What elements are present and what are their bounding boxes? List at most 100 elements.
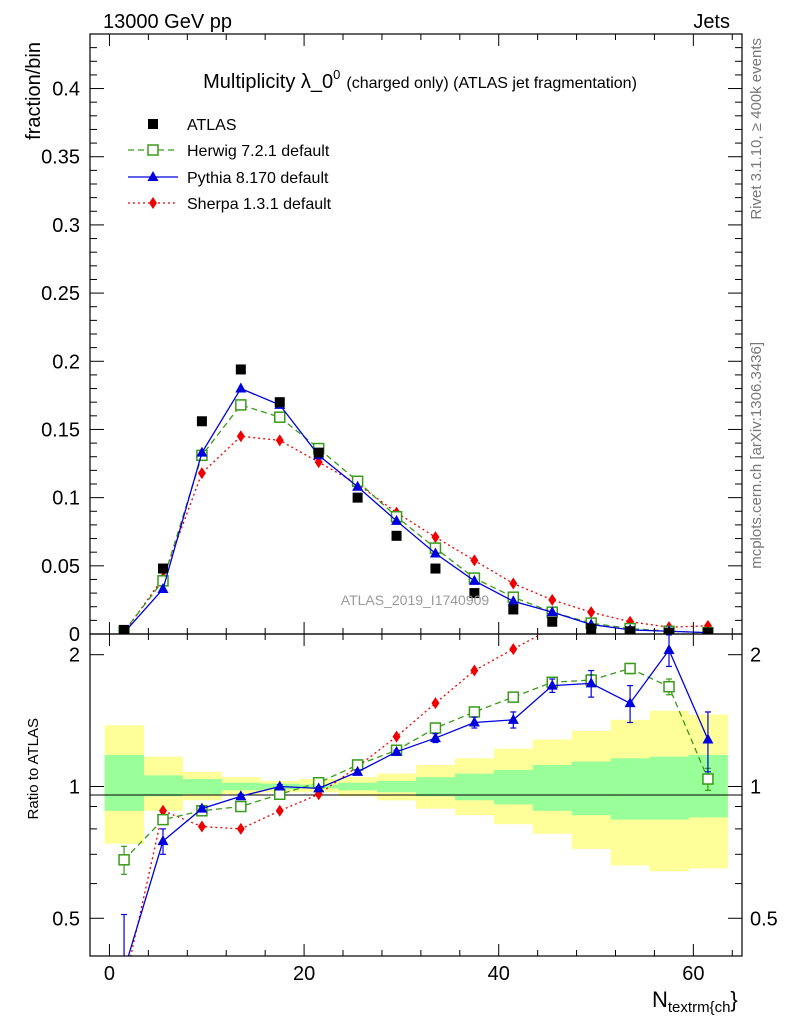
ratio-data-point (352, 765, 364, 776)
y-tick-label: 0.2 (52, 351, 80, 373)
series-line (123, 387, 708, 634)
ratio-data-point (391, 745, 403, 756)
ratio-data-point (157, 835, 169, 846)
ratio-series-line (130, 634, 543, 956)
ratio-data-point (470, 664, 479, 677)
data-point (196, 416, 207, 427)
ratio-plot-frame (89, 633, 743, 957)
band-inner-bin (532, 764, 573, 811)
data-point (275, 434, 284, 447)
y-tick-label: 0.35 (41, 147, 80, 169)
legend: ATLAS Herwig 7.2.1 default Pythia 8.170 de… (128, 117, 332, 213)
ratio-data-point (235, 800, 247, 813)
chart-title-sup: 0 (333, 67, 340, 82)
data-point (196, 446, 208, 457)
side-label-bottom: mcplots.cern.ch [arXiv:1306.3436] (748, 342, 765, 569)
data-point (235, 364, 246, 375)
data-point (430, 563, 441, 574)
y-tick-label: 0.4 (52, 79, 80, 101)
ratio-data-point (197, 820, 206, 833)
y-tick-label: 0.25 (41, 283, 80, 305)
data-point (352, 480, 364, 491)
x-axis-label: Ntextrm{ch} (652, 987, 738, 1016)
data-point (547, 616, 558, 627)
ratio-y-tick-label: 2 (69, 645, 80, 667)
legend-marker (148, 119, 158, 129)
legend-label: ATLAS (187, 117, 237, 134)
ratio-data-point (392, 730, 401, 743)
ratio-data-point (157, 813, 169, 826)
data-point (548, 593, 557, 606)
y-axis-label: fraction/bin (23, 42, 45, 140)
data-point (664, 627, 675, 634)
chart-title: Multiplicity λ_00 (charged only) (ATLAS j… (203, 67, 637, 93)
ratio-data-point (429, 722, 442, 734)
band-inner-bin (182, 779, 222, 795)
ratio-data-point (158, 804, 167, 817)
ratio-data-point (120, 980, 128, 992)
header-left: 13000 GeV pp (103, 11, 232, 33)
ratio-data-point (429, 732, 441, 743)
legend-marker (147, 144, 159, 156)
x-axis-label-sub: textrm{ch (668, 999, 731, 1016)
data-point (274, 411, 286, 423)
band-inner-bin (221, 782, 261, 791)
x-tick-label: 20 (293, 963, 315, 985)
band-inner-bin (454, 773, 495, 801)
header-right: Jets (693, 11, 730, 33)
data-point (508, 604, 519, 615)
ratio-data-point (468, 716, 480, 727)
data-point (274, 397, 285, 408)
band-inner-bin (416, 777, 456, 797)
data-point (469, 588, 480, 599)
data-point (313, 447, 324, 458)
ratio-data-point (468, 706, 481, 718)
y-tick-label: 0 (69, 624, 80, 646)
band-inner-bin (610, 758, 651, 820)
series-line (123, 435, 708, 634)
y-tick-label: 0.1 (52, 488, 80, 510)
data-point (587, 606, 596, 619)
data-point (119, 624, 130, 634)
ratio-y-axis-label: Ratio to ATLAS (25, 718, 42, 819)
ratio-data-point (236, 822, 245, 835)
ratio-series-line (123, 667, 709, 861)
data-point (470, 554, 479, 567)
x-axis-label-suffix: } (730, 987, 737, 1012)
data-point (586, 623, 597, 634)
data-point (236, 430, 245, 443)
ratio-data-point (663, 680, 675, 693)
ratio-data-point (274, 780, 286, 791)
data-point (507, 595, 519, 606)
x-tick-label: 40 (488, 963, 510, 985)
legend-marker (149, 197, 157, 209)
band-inner-bin (338, 782, 378, 791)
ratio-data-point (546, 679, 558, 690)
x-tick-label: 60 (682, 963, 704, 985)
ratio-uncertainty-bands (104, 710, 728, 872)
ratio-data-point (663, 644, 675, 655)
data-point (429, 547, 441, 558)
ratio-y-tick-label-right: 0.5 (750, 908, 778, 930)
ratio-data-point (431, 697, 440, 710)
ratio-y-tick-label: 0.5 (52, 908, 80, 930)
y-tick-label: 0.05 (41, 556, 80, 578)
ratio-data-point (585, 677, 597, 688)
ratio-data-point (507, 691, 520, 703)
main-plot-data (118, 364, 714, 634)
ratio-data-point (507, 713, 519, 724)
legend-marker (147, 171, 159, 181)
legend-label: Sherpa 1.3.1 default (187, 196, 332, 213)
data-point (546, 606, 558, 617)
ratio-data-point (704, 542, 712, 554)
band-inner-bin (493, 770, 534, 805)
data-point (431, 531, 440, 544)
legend-label: Herwig 7.2.1 default (187, 143, 330, 160)
data-point (197, 467, 206, 480)
y-tick-label: 0.15 (41, 419, 80, 441)
ratio-data-point (665, 559, 673, 571)
ratio-data-point (702, 733, 714, 744)
ratio-data-point (624, 662, 636, 675)
